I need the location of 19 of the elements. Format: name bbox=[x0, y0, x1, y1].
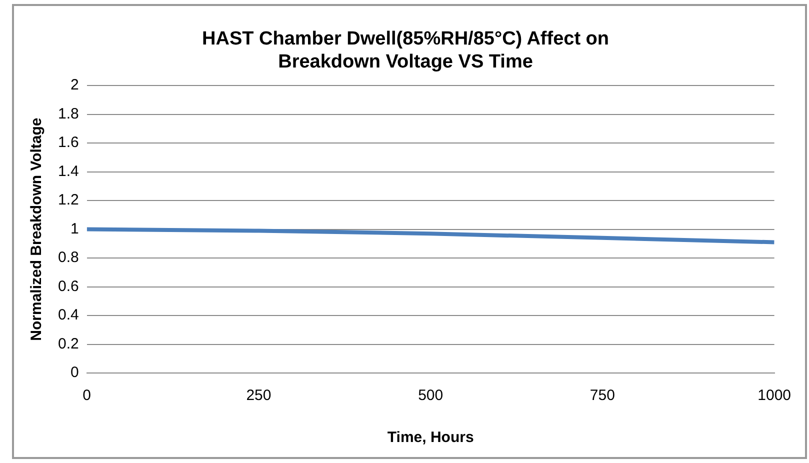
x-tick-label: 250 bbox=[246, 387, 272, 404]
y-tick-label: 1 bbox=[70, 220, 79, 238]
y-tick-label: 0 bbox=[70, 364, 79, 382]
y-tick-label: 0.8 bbox=[58, 249, 79, 266]
x-tick-label: 750 bbox=[590, 387, 615, 404]
y-tick-label: 0.6 bbox=[58, 278, 79, 295]
y-axis-title: Normalized Breakdown Voltage bbox=[28, 118, 46, 341]
y-tick-label: 2 bbox=[70, 76, 79, 94]
y-tick-label: 1.4 bbox=[58, 162, 79, 180]
y-tick-label: 1.8 bbox=[58, 105, 79, 122]
y-tick-label: 0.2 bbox=[58, 335, 79, 352]
y-tick-label: 1.6 bbox=[58, 134, 79, 152]
chart-title: HAST Chamber Dwell(85%RH/85°C) Affect on Breakdown Voltage VS Time bbox=[202, 28, 610, 72]
x-tick-label: 0 bbox=[82, 387, 92, 404]
y-tick-label: 0.4 bbox=[58, 306, 79, 324]
x-axis-title: Time, Hours bbox=[387, 429, 474, 446]
y-tick-label: 1.2 bbox=[58, 192, 79, 209]
x-tick-label: 500 bbox=[418, 387, 444, 404]
x-tick-label: 1000 bbox=[758, 387, 792, 404]
